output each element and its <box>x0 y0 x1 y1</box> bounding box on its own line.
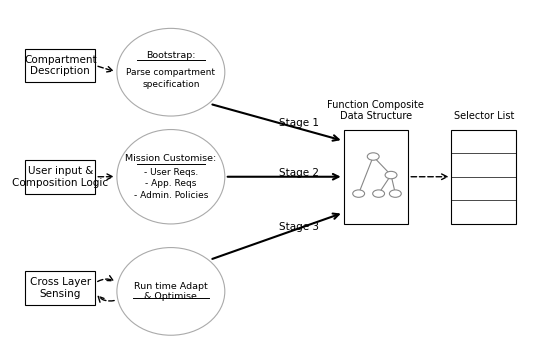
FancyBboxPatch shape <box>25 49 95 82</box>
Circle shape <box>389 190 402 197</box>
FancyBboxPatch shape <box>452 130 516 224</box>
Text: Run time Adapt
& Optimise: Run time Adapt & Optimise <box>134 282 208 301</box>
Text: Stage 2: Stage 2 <box>279 168 319 179</box>
FancyBboxPatch shape <box>452 177 516 200</box>
Circle shape <box>353 190 365 197</box>
Text: Parse compartment
specification: Parse compartment specification <box>126 68 216 89</box>
FancyBboxPatch shape <box>452 130 516 153</box>
Text: Mission Customise:: Mission Customise: <box>125 154 217 163</box>
Circle shape <box>367 153 379 160</box>
FancyBboxPatch shape <box>25 271 95 305</box>
Text: Function Composite
Data Structure: Function Composite Data Structure <box>327 100 425 121</box>
FancyBboxPatch shape <box>452 153 516 177</box>
Ellipse shape <box>117 28 225 116</box>
Circle shape <box>373 190 384 197</box>
FancyBboxPatch shape <box>25 160 95 193</box>
FancyBboxPatch shape <box>452 200 516 224</box>
Text: Compartment
Description: Compartment Description <box>24 55 97 76</box>
Text: - User Reqs.
- App. Reqs
- Admin. Policies: - User Reqs. - App. Reqs - Admin. Polici… <box>134 168 208 200</box>
Ellipse shape <box>117 248 225 335</box>
Text: User input &
Composition Logic: User input & Composition Logic <box>12 166 108 188</box>
FancyBboxPatch shape <box>344 130 408 224</box>
Text: Bootstrap:: Bootstrap: <box>146 51 196 60</box>
Text: Stage 3: Stage 3 <box>279 222 319 232</box>
Ellipse shape <box>117 130 225 224</box>
Text: Selector List: Selector List <box>454 111 514 121</box>
Text: Cross Layer
Sensing: Cross Layer Sensing <box>30 277 91 299</box>
Text: Stage 1: Stage 1 <box>279 118 319 128</box>
Circle shape <box>385 171 397 179</box>
